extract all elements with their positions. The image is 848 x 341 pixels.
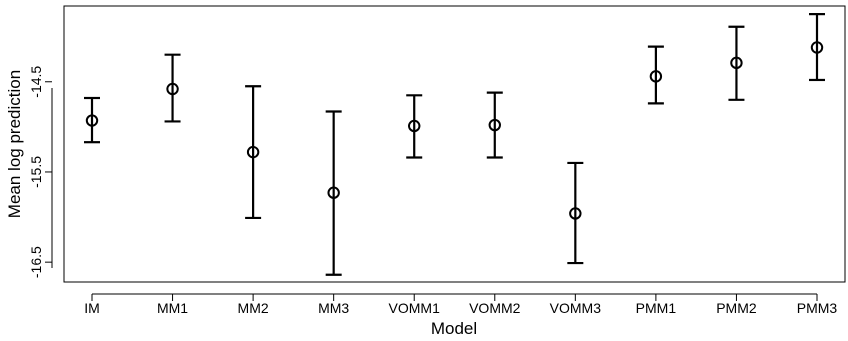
x-tick-label: MM2 [238,300,269,316]
y-axis-title: Mean log prediction [5,70,24,218]
x-axis-title: Model [431,319,477,338]
point-pmm3 [810,41,824,54]
x-tick-label: PMM1 [636,300,677,316]
data-points [85,41,824,220]
point-pmm1 [649,70,663,83]
point-mm2 [246,145,260,159]
x-tick-label: MM1 [157,300,188,316]
x-tick-label: VOMM3 [550,300,602,316]
point-mm3 [327,186,340,199]
point-vomm1 [408,119,421,133]
x-tick-label: PMM3 [797,300,838,316]
point-mm1 [166,82,179,96]
x-tick-label: VOMM1 [389,300,441,316]
point-vomm3 [569,207,582,220]
plot-area-frame [63,5,846,283]
error-bars [84,13,825,276]
x-axis: IM MM1 MM2 MM3 VOMM1 VOMM2 VOMM3 PMM1 PMM2 PMM3 [84,293,838,316]
y-tick-label: -15.5 [28,156,44,188]
point-pmm2 [730,56,743,70]
y-axis: -14.5 -15.5 -16.5 [28,66,53,278]
point-im [85,114,99,127]
y-tick-label: -16.5 [28,246,44,278]
x-tick-label: MM3 [318,300,349,316]
x-tick-label: IM [84,300,100,316]
x-tick-label: PMM2 [716,300,757,316]
y-tick-label: -14.5 [28,66,44,98]
x-tick-label: VOMM2 [469,300,521,316]
point-vomm2 [488,118,501,132]
